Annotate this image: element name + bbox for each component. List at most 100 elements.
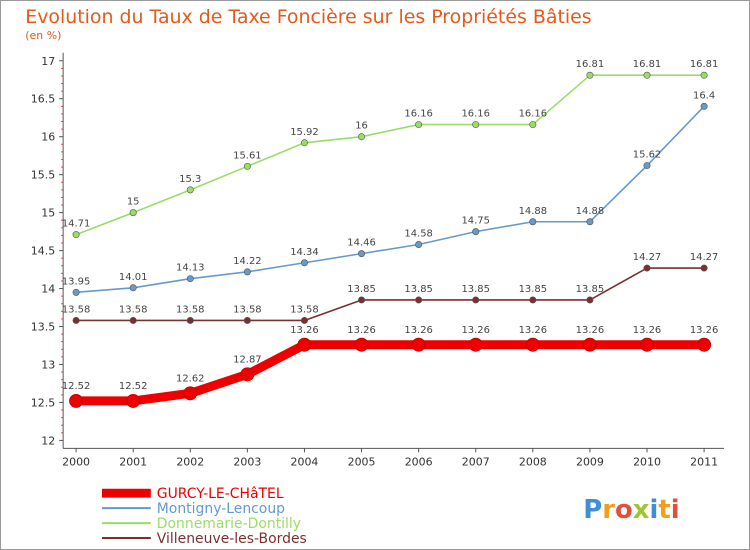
y-tick-label: 15.5	[31, 169, 55, 182]
x-tick-label: 2000	[62, 455, 90, 468]
x-tick-label: 2005	[348, 455, 376, 468]
data-point	[582, 337, 597, 352]
data-label: 14.22	[233, 256, 262, 267]
data-label: 14.75	[461, 216, 490, 227]
series-gurcy-le-ch-tel	[69, 337, 712, 408]
data-point	[300, 316, 308, 324]
logo-letter: r	[602, 495, 615, 525]
data-label: 13.26	[461, 325, 490, 336]
data-label: 12.52	[62, 381, 90, 392]
legend-label: GURCY-LE-CHâTEL	[157, 486, 284, 502]
data-label: 13.85	[347, 284, 375, 295]
data-point	[129, 209, 137, 217]
data-label: 13.85	[461, 284, 490, 295]
x-tick-label: 2007	[462, 455, 490, 468]
data-point	[297, 337, 312, 352]
x-tick-label: 2004	[291, 455, 319, 468]
data-point	[529, 121, 537, 129]
x-axis-ticks: 2000 2001 2002 2003 2004 2005 2006 2007 2008 2009…	[62, 448, 718, 468]
legend-label: Montigny-Lencoup	[157, 501, 285, 517]
data-label: 13.85	[519, 284, 548, 295]
data-point	[525, 337, 540, 352]
data-point	[700, 102, 708, 110]
data-label: 13.85	[576, 284, 605, 295]
data-point	[358, 296, 366, 304]
x-tick-label: 2008	[519, 455, 547, 468]
data-label: 16	[355, 121, 368, 132]
data-point	[640, 337, 654, 352]
logo-letter: P	[583, 495, 602, 525]
y-tick-label: 13.5	[31, 320, 55, 333]
data-point	[186, 316, 194, 324]
axes	[62, 52, 725, 449]
data-point	[472, 296, 480, 304]
logo-letter: i	[650, 495, 659, 525]
x-tick-label: 2009	[576, 455, 604, 468]
data-point	[700, 71, 708, 79]
data-label: 16.4	[693, 90, 715, 101]
x-tick-label: 2001	[119, 455, 147, 468]
y-tick-label: 14.5	[31, 245, 55, 258]
data-label: 13.58	[176, 304, 205, 315]
chart-title: Evolution du Taux de Taxe Foncière sur l…	[25, 6, 591, 28]
data-point	[72, 288, 80, 296]
x-tick-label: 2010	[633, 455, 661, 468]
data-point	[643, 264, 651, 272]
data-label: 16.16	[404, 109, 433, 120]
data-point	[126, 393, 141, 408]
data-point	[586, 218, 594, 226]
data-label: 15.62	[633, 150, 662, 161]
data-label: 15.3	[179, 174, 201, 185]
data-label: 14.27	[633, 252, 662, 263]
series-line	[75, 267, 705, 322]
y-tick-label: 14	[41, 283, 55, 296]
legend: GURCY-LE-CHâTELMontigny-LencoupDonnemari…	[101, 486, 307, 547]
data-label: 13.26	[347, 325, 375, 336]
data-point	[129, 284, 137, 292]
data-point	[411, 337, 426, 352]
logo-letter: i	[671, 495, 680, 525]
data-point	[183, 386, 198, 401]
data-point	[586, 296, 594, 304]
series-layer	[69, 71, 712, 408]
data-label: 15.61	[233, 150, 262, 161]
logo-text: Proxiti	[583, 495, 679, 525]
data-point	[72, 231, 80, 239]
data-point	[586, 71, 594, 79]
data-point	[129, 316, 137, 324]
x-tick-label: 2011	[690, 455, 718, 468]
data-label: 16.16	[519, 109, 548, 120]
data-labels-layer: 13.95 14.01 14.13 14.22 14.34 14.46 14.58 14.75…	[62, 59, 719, 392]
x-tick-label: 2002	[176, 455, 204, 468]
data-point	[358, 133, 366, 141]
data-label: 16.81	[690, 59, 719, 70]
data-point	[354, 337, 369, 352]
data-label: 16.81	[576, 59, 605, 70]
data-label: 14.46	[347, 238, 375, 249]
data-label: 16.81	[633, 59, 662, 70]
y-tick-label: 12	[41, 434, 55, 447]
data-label: 13.26	[519, 325, 548, 336]
series-donnemarie-dontilly	[72, 71, 708, 239]
y-tick-label: 16.5	[31, 93, 55, 106]
data-label: 13.85	[404, 284, 433, 295]
data-label: 12.52	[119, 381, 148, 392]
data-label: 16.16	[461, 109, 490, 120]
data-point	[69, 393, 84, 408]
y-tick-label: 16	[41, 131, 55, 144]
data-point	[529, 218, 537, 226]
data-point	[243, 316, 251, 324]
y-tick-label: 12.5	[31, 396, 55, 409]
data-point	[472, 121, 480, 129]
data-point	[300, 139, 308, 147]
data-point	[358, 250, 366, 258]
series-line	[75, 74, 705, 236]
data-label: 15.92	[290, 127, 319, 138]
data-point	[529, 296, 537, 304]
y-tick-label: 15	[41, 207, 55, 220]
x-tick-label: 2006	[405, 455, 433, 468]
data-label: 14.13	[176, 263, 205, 274]
data-label: 13.26	[576, 325, 605, 336]
data-label: 12.87	[233, 354, 262, 365]
